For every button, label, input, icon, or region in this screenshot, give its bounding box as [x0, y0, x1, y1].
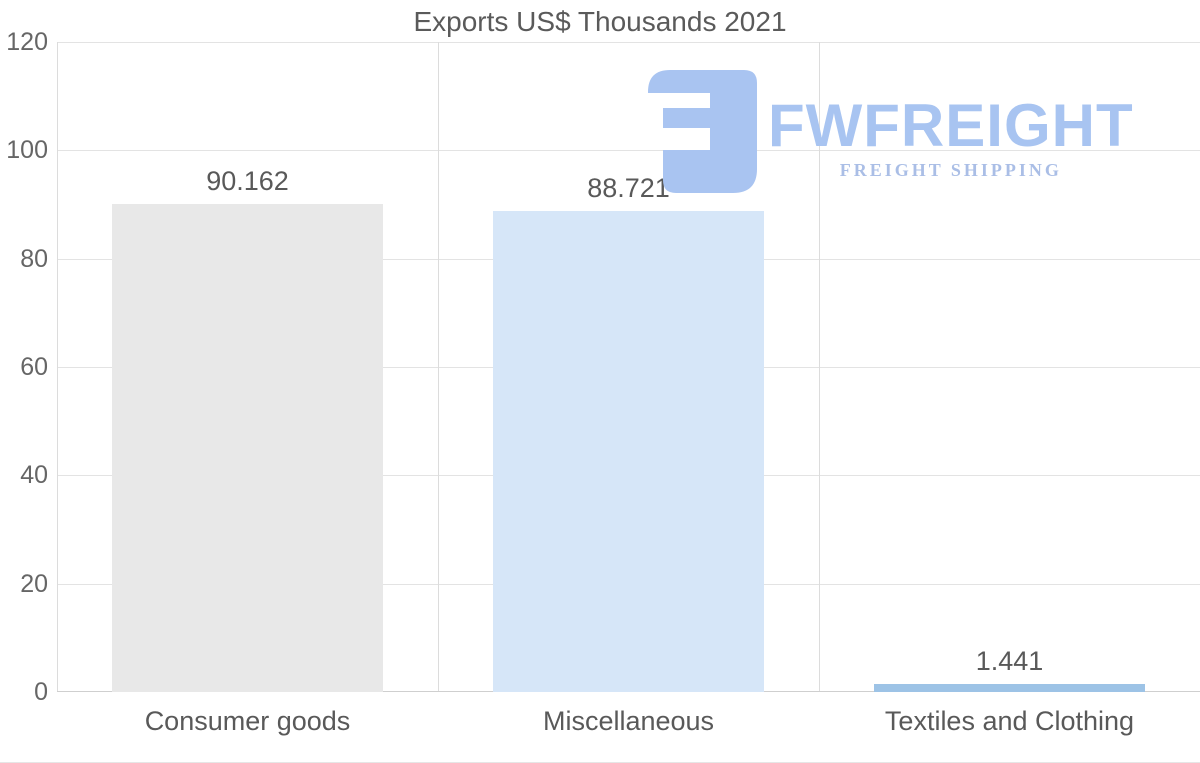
y-tick-label-120: 120 [6, 28, 48, 56]
bar-value-label: 88.721 [587, 173, 670, 204]
bar-group-consumer-goods: 90.162 [57, 42, 438, 692]
bar-miscellaneous [493, 211, 764, 692]
bar-group-miscellaneous: 88.721 [438, 42, 819, 692]
fwfreight-logo-icon [648, 70, 757, 193]
y-axis-tick-labels: 0 20 40 60 80 100 120 [0, 0, 48, 762]
gridline-y-120 [57, 42, 1200, 43]
x-axis-label-miscellaneous: Miscellaneous [542, 706, 715, 736]
x-axis-label-consumer-goods: Consumer goods [144, 706, 351, 736]
x-axis-label-textiles-and-clothing: Textiles and Clothing [884, 706, 1135, 736]
gridline-y-100 [57, 150, 1200, 152]
y-tick-label-0: 0 [34, 678, 48, 706]
logo-tagline: FREIGHT SHIPPING [839, 160, 1062, 180]
logo-text-block: FWFREIGHT FREIGHT SHIPPING [768, 92, 1134, 180]
y-tick-label-100: 100 [6, 136, 48, 165]
plot-area: 90.162 88.721 1.441 [57, 42, 1200, 692]
logo-wordmark: FWFREIGHT [768, 92, 1134, 159]
y-tick-label-60: 60 [20, 353, 48, 381]
x-axis-labels: Consumer goods Miscellaneous Textiles an… [57, 704, 1200, 738]
bar-value-label: 1.441 [975, 646, 1044, 677]
y-tick-label-20: 20 [20, 569, 48, 598]
y-axis-line [57, 42, 58, 692]
bar-consumer-goods [112, 203, 383, 692]
fwfreight-logo-watermark: FWFREIGHT FREIGHT SHIPPING [648, 70, 1134, 193]
bar-value-label: 90.162 [206, 165, 289, 196]
category-separator-line-2 [819, 42, 820, 692]
y-tick-label-80: 80 [20, 244, 48, 273]
category-separator-line-1 [438, 42, 439, 692]
bar-textiles-and-clothing [874, 684, 1145, 692]
y-tick-label-40: 40 [20, 461, 48, 490]
bar-group-textiles-and-clothing: 1.441 [819, 42, 1200, 692]
chart-title: Exports US$ Thousands 2021 [413, 6, 787, 37]
